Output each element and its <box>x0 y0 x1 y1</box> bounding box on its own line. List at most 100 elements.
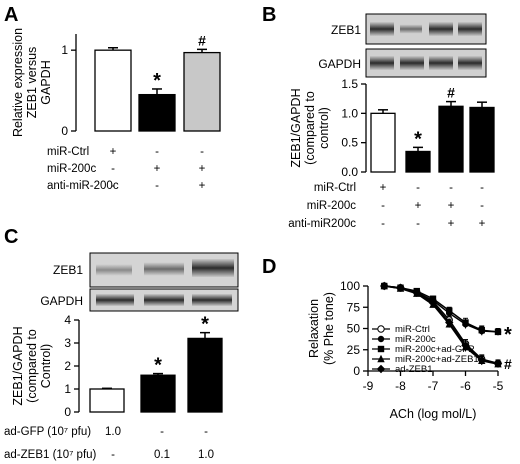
y-axis-label-C: ZEB1/GAPDH <box>11 326 25 405</box>
y-tick-label-B: 0.5 <box>341 136 358 150</box>
bar-A <box>94 49 132 132</box>
y-axis-label-B: ZEB1/GAPDH <box>289 88 303 167</box>
condition-label-A: anti-miR-200c <box>47 180 119 192</box>
condition-mark-B: - <box>381 218 385 230</box>
condition-mark-B: + <box>380 182 387 194</box>
condition-mark-B: - <box>480 200 484 212</box>
y-axis-label-A: ZEB1 versus <box>25 47 39 119</box>
x-tick-label-d: -5 <box>493 379 504 393</box>
bar-A <box>138 93 176 132</box>
condition-label-A: miR-Ctrl <box>47 146 89 158</box>
y-axis-label-d: (% Phe tone) <box>322 292 336 365</box>
y-tick-label-C: 3 <box>64 336 71 350</box>
y-axis-label-C: (compared to <box>25 329 39 403</box>
blot-b-gapdh <box>365 48 487 78</box>
condition-mark-A: + <box>199 180 206 192</box>
y-tick-label-B: 1.0 <box>341 106 358 120</box>
condition-label-A: miR-200c <box>47 163 96 175</box>
data-point-d <box>428 298 438 308</box>
y-axis-label-d: Relaxation <box>307 299 321 358</box>
significance-mark-A: # <box>198 32 206 48</box>
legend-entry-d: miR-200c+ad-GFP <box>395 344 474 355</box>
significance-mark-d: # <box>504 356 512 372</box>
y-tick-label-C: 4 <box>64 313 71 327</box>
significance-mark-B: # <box>447 85 455 101</box>
panel-letter-a: A <box>4 4 18 26</box>
y-tick-label-C: 1 <box>64 382 71 396</box>
x-tick-label-d: -8 <box>395 379 406 393</box>
condition-label-C: ad-GFP (10⁷ pfu) <box>4 426 91 438</box>
condition-mark-C: 1.0 <box>105 426 121 438</box>
data-point-d <box>429 295 437 302</box>
y-tick-label-A: 1 <box>61 43 68 57</box>
data-point-d <box>412 288 421 297</box>
data-point-d <box>446 307 453 314</box>
y-axis-label-A: Relative expression <box>11 28 25 137</box>
condition-mark-A: + <box>199 163 206 175</box>
condition-mark-B: - <box>449 182 453 194</box>
condition-mark-A: - <box>111 180 115 192</box>
significance-mark-C: * <box>201 314 209 336</box>
x-tick-label-d: -9 <box>363 379 374 393</box>
significance-mark-C: * <box>154 355 162 377</box>
data-point-d <box>396 283 405 292</box>
data-point-d <box>461 341 470 350</box>
condition-mark-B: + <box>415 200 422 212</box>
data-point-d <box>477 355 486 365</box>
y-tick-label-A: 0 <box>61 124 68 138</box>
condition-mark-B: - <box>416 182 420 194</box>
data-point-d <box>445 318 454 327</box>
data-point-d <box>462 319 469 326</box>
data-point-d <box>376 364 386 374</box>
condition-mark-A: + <box>110 146 117 158</box>
blot-label-b-zeb1: ZEB1 <box>331 23 361 37</box>
y-tick-label-d: 25 <box>347 343 361 357</box>
y-tick-label-B: 0.0 <box>341 165 358 179</box>
y-tick-label-B: 1.5 <box>341 77 358 91</box>
condition-mark-C: - <box>204 426 208 438</box>
condition-mark-A: - <box>111 163 115 175</box>
condition-mark-C: 1.0 <box>198 449 214 461</box>
blot-b-zeb1 <box>365 13 487 45</box>
significance-mark-A: * <box>153 70 161 92</box>
blot-c-zeb1 <box>89 252 239 288</box>
y-tick-label-C: 0 <box>64 405 71 419</box>
significance-mark-B: * <box>414 128 422 150</box>
blot-label-b-gapdh: GAPDH <box>318 57 361 71</box>
bar-B <box>438 105 464 173</box>
significance-mark-d: * <box>504 324 512 346</box>
data-point-d <box>493 359 503 368</box>
condition-mark-C: - <box>111 449 115 461</box>
y-axis-label-B: control) <box>317 107 331 149</box>
condition-mark-B: + <box>448 200 455 212</box>
x-tick-label-d: -7 <box>428 379 439 393</box>
x-tick-label-d: -6 <box>460 379 471 393</box>
panel-letter-d: D <box>262 256 276 278</box>
condition-label-B: anti-miR200c <box>288 218 356 230</box>
legend-entry-d: miR-200c+ad-ZEB1 <box>395 354 479 365</box>
condition-mark-C: 0.1 <box>154 449 170 461</box>
data-point-d <box>377 335 385 343</box>
panel-letter-c: C <box>4 226 18 248</box>
y-axis-label-A: GAPDH <box>39 60 53 104</box>
condition-mark-B: - <box>381 200 385 212</box>
panel-letter-b: B <box>262 4 276 26</box>
condition-mark-A: - <box>155 146 159 158</box>
bar-C <box>187 337 223 413</box>
legend-entry-d: ad-ZEB1 <box>395 364 433 375</box>
y-tick-label-d: 75 <box>347 300 361 314</box>
condition-label-C: ad-ZEB1 (10⁷ pfu) <box>4 449 97 461</box>
bar-C <box>140 374 176 413</box>
legend-entry-d: miR-Ctrl <box>395 324 430 335</box>
condition-mark-B: - <box>480 182 484 194</box>
condition-mark-B: + <box>448 218 455 230</box>
blot-c-gapdh <box>89 288 239 312</box>
legend-entry-d: miR-200c <box>395 334 436 345</box>
condition-mark-B: + <box>479 218 486 230</box>
condition-label-B: miR-200c <box>307 200 356 212</box>
bar-B <box>370 112 396 173</box>
blot-label-c-zeb1: ZEB1 <box>53 263 83 277</box>
condition-mark-C: - <box>160 426 164 438</box>
